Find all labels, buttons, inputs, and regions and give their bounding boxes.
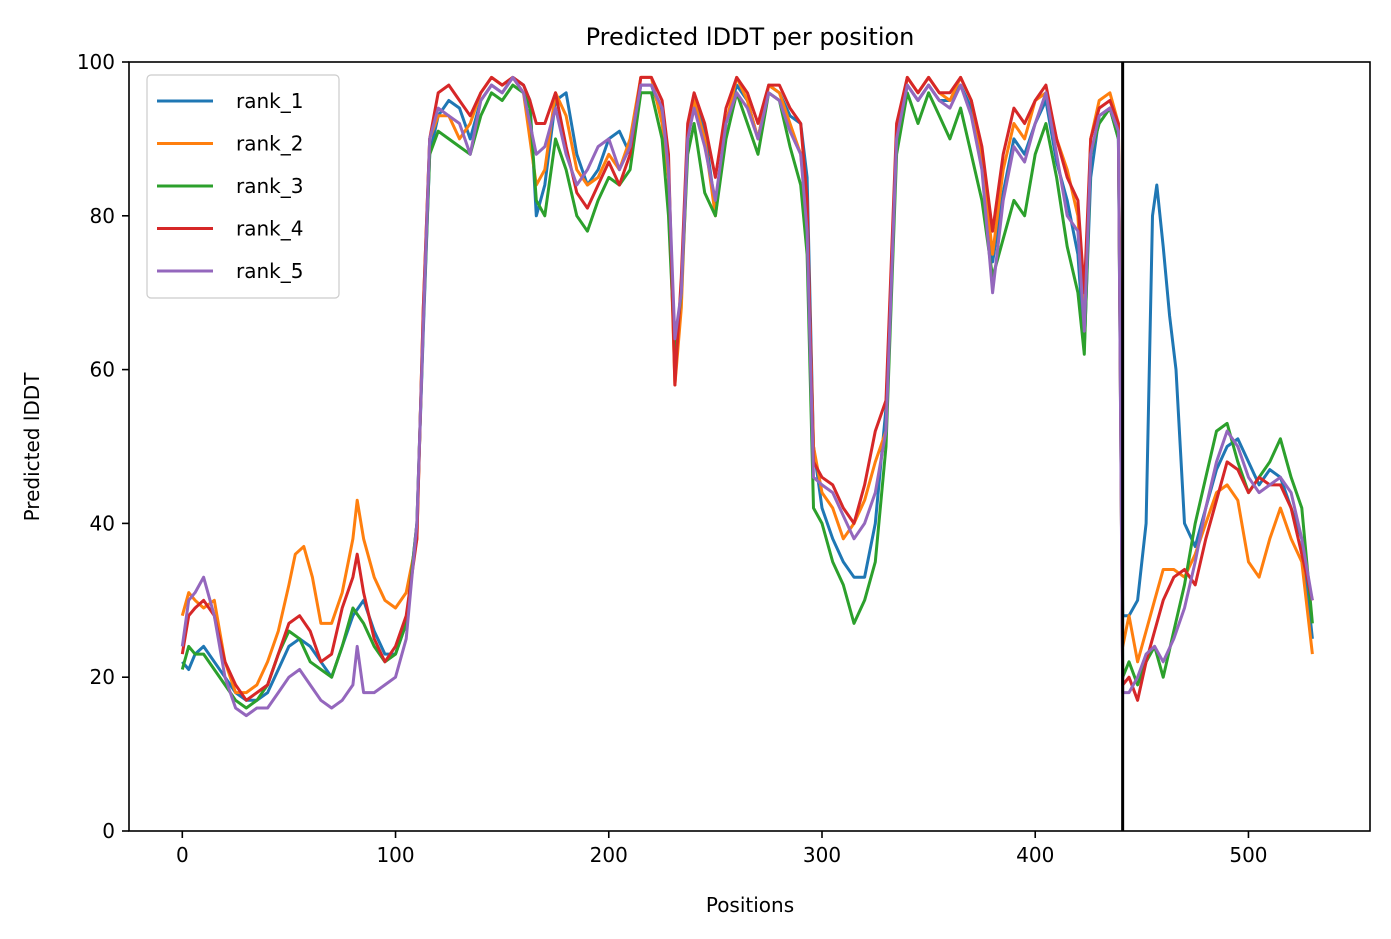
x-axis-ticks: 0 100 200 300 400 500 — [176, 831, 1268, 867]
x-tick-label: 400 — [1016, 843, 1054, 867]
x-tick-label: 200 — [590, 843, 628, 867]
y-tick-label: 40 — [90, 511, 115, 535]
x-tick-label: 500 — [1229, 843, 1267, 867]
x-tick-label: 100 — [376, 843, 414, 867]
y-tick-label: 0 — [102, 819, 115, 843]
y-axis-title: Predicted lDDT — [20, 372, 44, 522]
y-tick-label: 100 — [77, 50, 115, 74]
x-tick-label: 300 — [803, 843, 841, 867]
y-tick-label: 80 — [90, 204, 115, 228]
legend-label-rank-4: rank_4 — [236, 217, 303, 241]
chart-title: Predicted lDDT per position — [586, 23, 915, 51]
legend-label-rank-5: rank_5 — [236, 259, 303, 283]
legend-label-rank-2: rank_2 — [236, 132, 303, 156]
legend-label-rank-3: rank_3 — [236, 174, 303, 198]
legend-label-rank-1: rank_1 — [236, 89, 303, 113]
y-tick-label: 20 — [90, 665, 115, 689]
x-tick-label: 0 — [176, 843, 189, 867]
y-axis-ticks: 0 20 40 60 80 100 — [77, 50, 129, 843]
plot-frame — [128, 61, 1371, 832]
y-tick-label: 60 — [90, 358, 115, 382]
legend: rank_1 rank_2 rank_3 rank_4 rank_5 — [146, 74, 340, 299]
x-axis-title: Positions — [706, 893, 794, 917]
legend-box — [146, 74, 340, 299]
